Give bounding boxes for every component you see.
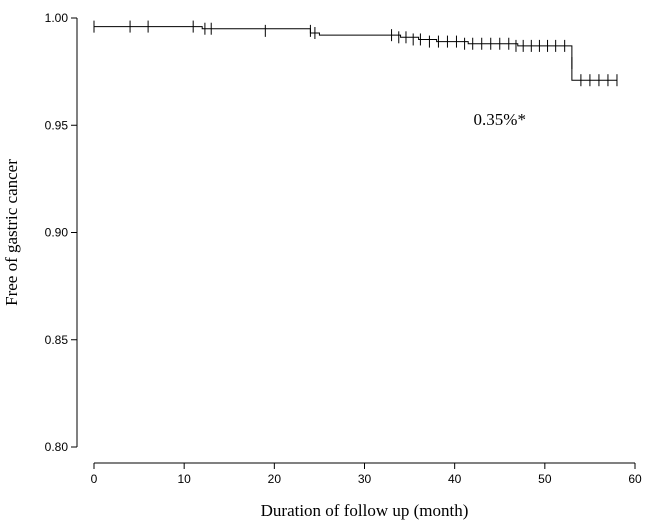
x-axis-title: Duration of follow up (month) (261, 501, 469, 520)
km-survival-line (94, 26, 617, 81)
y-axis-title: Free of gastric cancer (2, 159, 21, 306)
y-tick-label: 0.85 (45, 333, 69, 347)
plot-area (93, 20, 618, 87)
x-tick-label: 0 (91, 472, 98, 486)
x-tick-label: 30 (358, 472, 372, 486)
x-tick-label: 50 (538, 472, 552, 486)
censor-marks (93, 20, 618, 87)
y-tick-label: 0.80 (45, 440, 69, 454)
y-tick-label: 1.00 (45, 11, 69, 25)
axes: 0.80 0.85 0.90 0.95 1.00 0 10 20 30 40 50 60 (45, 11, 642, 486)
x-tick-label: 60 (628, 472, 642, 486)
x-ticks: 0 10 20 30 40 50 60 (91, 463, 642, 486)
x-tick-label: 20 (268, 472, 282, 486)
y-ticks: 0.80 0.85 0.90 0.95 1.00 (45, 11, 77, 454)
y-tick-label: 0.95 (45, 118, 69, 132)
y-tick-label: 0.90 (45, 226, 69, 240)
x-tick-label: 40 (448, 472, 462, 486)
annotation-label: 0.35%* (474, 110, 526, 129)
x-tick-label: 10 (177, 472, 191, 486)
